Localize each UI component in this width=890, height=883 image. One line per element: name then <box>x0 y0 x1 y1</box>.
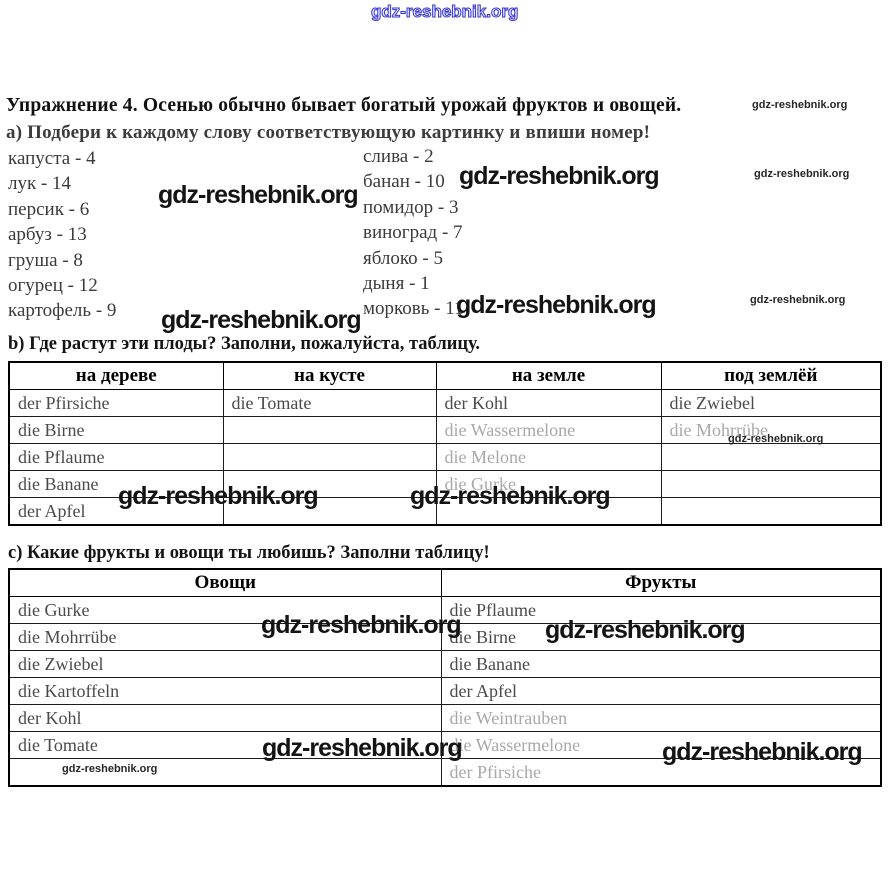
word-item: картофель - 9 <box>8 300 117 322</box>
word-item: яблоко - 5 <box>363 247 444 269</box>
table-row: die Kartoffeln der Apfel <box>8 677 882 705</box>
favorites-table: Овощи Фрукты die Gurke die Pflaume die Mohr… <box>8 568 882 787</box>
table-header-cell: на земле <box>435 361 662 390</box>
table-cell: der Kohl <box>435 389 662 417</box>
table-cell: der Apfel <box>8 497 224 526</box>
growth-table-body: der Pfirsiche die Tomate der Kohl die Zwieb… <box>8 389 882 526</box>
table-cell: die Birne <box>440 623 882 651</box>
word-item: виноград - 7 <box>363 222 463 244</box>
favorites-table-body: die Gurke die Pflaume die Mohrrübe die Birn… <box>8 596 882 787</box>
table-header-cell: Фрукты <box>440 568 882 597</box>
task-a-instruction: а) Подбери к каждому слову соответствующ… <box>6 122 651 143</box>
table-cell: die Zwiebel <box>660 389 882 417</box>
watermark: gdz-reshebnik.org <box>750 294 846 306</box>
table-cell: der Pfirsiche <box>440 758 882 787</box>
table-row: die Gurke die Pflaume <box>8 596 882 624</box>
table-cell: die Wassermelone <box>440 731 882 759</box>
word-item: груша - 8 <box>8 249 83 271</box>
word-item: слива - 2 <box>363 146 434 167</box>
table-cell: die Pflaume <box>8 443 224 471</box>
word-item: капуста - 4 <box>8 148 96 169</box>
table-cell: die Weintrauben <box>440 704 882 732</box>
task-b-instruction: b) Где растут эти плоды? Заполни, пожалу… <box>8 334 481 354</box>
table-row: die Banane die Gurke <box>8 470 882 498</box>
table-row: die Tomate die Wassermelone <box>8 731 882 759</box>
table-cell: die Melone <box>435 443 662 471</box>
table-header-cell: Овощи <box>8 568 442 597</box>
table-cell: die Tomate <box>8 731 442 759</box>
word-list-left: капуста - 4 лук - 14 персик - 6 арбуз - 13 г… <box>8 148 116 326</box>
table-row: der Apfel <box>8 497 882 526</box>
table-row: die Zwiebel die Banane <box>8 650 882 678</box>
table-cell <box>660 443 882 471</box>
table-cell <box>435 497 662 526</box>
watermark: gdz-reshebnik.org <box>161 306 362 334</box>
growth-table: на дереве на кусте на земле под землёй der … <box>8 361 882 526</box>
word-item: дыня - 1 <box>363 272 430 294</box>
table-cell: die Pflaume <box>440 596 882 624</box>
watermark: gdz-reshebnik.org <box>754 168 850 180</box>
table-row: der Pfirsiche <box>8 758 882 787</box>
watermark: gdz-reshebnik.org <box>459 162 660 190</box>
table-cell <box>660 497 882 526</box>
table-cell: der Kohl <box>8 704 442 732</box>
word-item: банан - 10 <box>363 171 445 193</box>
table-cell: die Mohrrübe <box>8 623 442 651</box>
table-cell <box>222 443 437 471</box>
table-cell: die Kartoffeln <box>8 677 442 705</box>
table-cell: die Wassermelone <box>435 416 662 444</box>
word-item: помидор - 3 <box>363 196 459 218</box>
table-cell <box>222 497 437 526</box>
word-item: персик - 6 <box>8 198 90 220</box>
watermark: gdz-reshebnik.org <box>752 99 848 111</box>
exercise-title: Упражнение 4. Осенью обычно бывает богат… <box>6 95 682 116</box>
table-cell: die Mohrrübe <box>660 416 882 444</box>
table-header-cell: на дереве <box>8 361 224 390</box>
table-cell: der Apfel <box>440 677 882 705</box>
word-list-right: слива - 2 банан - 10 помидор - 3 виноград -… <box>363 146 464 324</box>
table-cell: die Banane <box>440 650 882 678</box>
word-item: арбуз - 13 <box>8 224 87 246</box>
table-cell: die Banane <box>8 470 224 498</box>
table-row: der Pfirsiche die Tomate der Kohl die Zwieb… <box>8 389 882 417</box>
table-header-cell: под землёй <box>660 361 882 390</box>
table-row: die Pflaume die Melone <box>8 443 882 471</box>
table-cell <box>222 470 437 498</box>
favorites-table-header-row: Овощи Фрукты <box>8 568 882 597</box>
watermark: gdz-reshebnik.org <box>456 291 657 319</box>
table-row: der Kohl die Weintrauben <box>8 704 882 732</box>
watermark: gdz-reshebnik.org <box>158 181 359 209</box>
word-item: морковь - 11 <box>363 298 464 320</box>
table-row: die Mohrrübe die Birne <box>8 623 882 651</box>
table-row: die Birne die Wassermelone die Mohrrübe <box>8 416 882 444</box>
task-c-instruction: c) Какие фрукты и овощи ты любишь? Запол… <box>8 543 490 563</box>
table-cell <box>660 470 882 498</box>
table-cell <box>8 758 442 787</box>
table-cell: die Birne <box>8 416 224 444</box>
table-cell: die Zwiebel <box>8 650 442 678</box>
table-cell: der Pfirsiche <box>8 389 224 417</box>
growth-table-header-row: на дереве на кусте на земле под землёй <box>8 361 882 390</box>
word-item: лук - 14 <box>8 173 72 195</box>
watermark: gdz-reshebnik.org <box>370 2 519 22</box>
table-cell: die Tomate <box>222 389 437 417</box>
table-cell: die Gurke <box>435 470 662 498</box>
table-cell: die Gurke <box>8 596 442 624</box>
word-item: огурец - 12 <box>8 274 98 296</box>
table-header-cell: на кусте <box>222 361 437 390</box>
table-cell <box>222 416 437 444</box>
